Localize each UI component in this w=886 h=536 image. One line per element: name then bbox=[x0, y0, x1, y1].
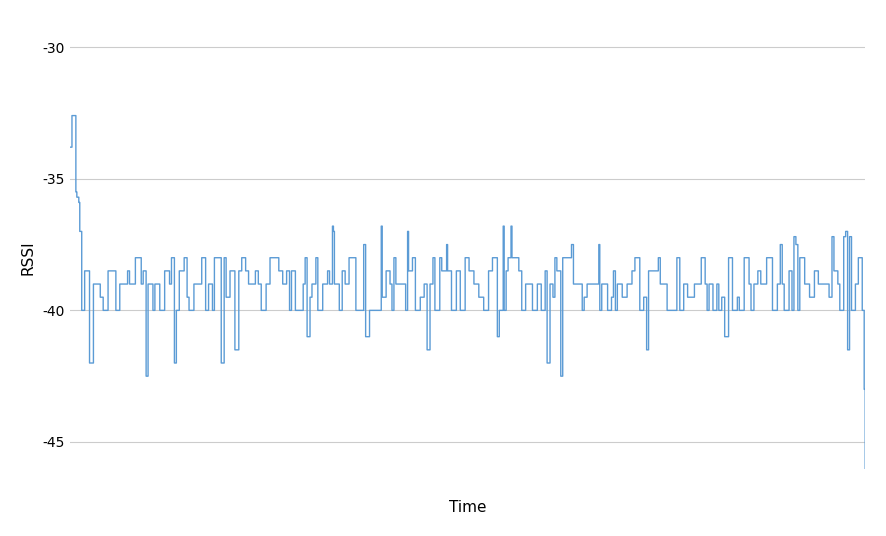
X-axis label: Time: Time bbox=[449, 500, 486, 515]
Y-axis label: RSSI: RSSI bbox=[21, 241, 35, 275]
